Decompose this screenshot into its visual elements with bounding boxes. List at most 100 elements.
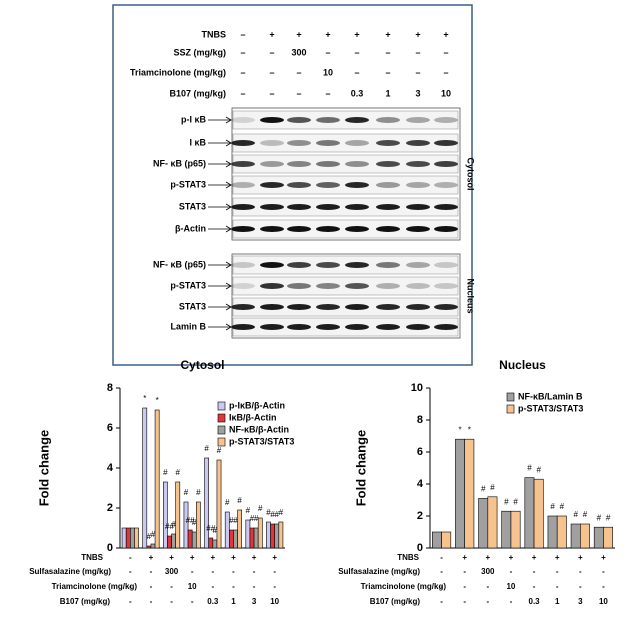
significance: ##	[186, 516, 195, 525]
band	[376, 283, 400, 289]
treatment-cell: -	[440, 567, 443, 576]
significance: #	[151, 530, 156, 539]
legend-swatch	[217, 425, 226, 435]
band	[316, 226, 340, 232]
bar	[249, 527, 255, 549]
y-tick-label: 2	[107, 502, 113, 514]
protein-label: β-Actin	[175, 223, 206, 233]
band	[406, 161, 430, 167]
treatment-cell: -	[579, 567, 582, 576]
significance: #	[279, 508, 284, 517]
band	[287, 304, 311, 310]
band	[434, 204, 458, 210]
treatment-cell: +	[415, 29, 420, 39]
bar	[266, 521, 271, 549]
treatment-cell: +	[385, 29, 390, 39]
significance: #	[147, 532, 152, 541]
band	[287, 262, 311, 268]
treatment-cell: +	[601, 553, 606, 562]
treatment-cell: -	[170, 582, 173, 591]
band	[231, 262, 255, 268]
section-label: Cytosol	[466, 157, 476, 190]
nucleus-frame	[231, 253, 461, 339]
treatment-cell: +	[149, 553, 154, 562]
band	[345, 140, 369, 146]
bar	[478, 498, 489, 549]
band	[406, 226, 430, 232]
treatment-cell: 3	[415, 88, 420, 98]
band	[406, 140, 430, 146]
treatment-label: TNBS	[202, 29, 227, 39]
treatment-cell: –	[325, 47, 330, 57]
treatment-cell: –	[240, 47, 245, 57]
protein-label: p-I κB	[181, 114, 207, 124]
bar	[603, 526, 613, 549]
bar	[183, 501, 189, 549]
treatment-cell: 3	[578, 597, 583, 606]
bar	[229, 529, 234, 549]
treatment-cell: +	[443, 29, 448, 39]
treatment-label: Sulfasalazine (mg/kg)	[29, 567, 111, 576]
band	[376, 262, 400, 268]
band	[376, 226, 400, 232]
bar	[125, 527, 131, 549]
treatment-label: B107 (mg/kg)	[169, 88, 226, 98]
legend-label: p-IκB/β-Actin	[229, 400, 285, 410]
treatment-cell: 300	[481, 567, 495, 576]
band	[345, 182, 369, 188]
band	[260, 262, 284, 268]
treatment-cell: –	[415, 47, 420, 57]
significance: #	[184, 488, 189, 497]
bar	[196, 501, 201, 549]
treatment-cell: +	[169, 553, 174, 562]
bar	[593, 526, 604, 549]
band	[231, 324, 255, 330]
significance: #	[237, 496, 242, 505]
band	[231, 226, 255, 232]
treatment-cell: +	[296, 29, 301, 39]
bar	[142, 407, 148, 549]
band	[316, 262, 340, 268]
treatment-cell: –	[443, 67, 448, 77]
treatment-cell: +	[190, 553, 195, 562]
band	[434, 182, 458, 188]
band	[316, 140, 340, 146]
treatment-cell: -	[150, 567, 153, 576]
bar	[212, 539, 218, 549]
significance: #	[573, 510, 578, 519]
band	[260, 324, 284, 330]
protein-label: NF- κB (p65)	[153, 259, 206, 269]
treatment-cell: -	[191, 597, 194, 606]
legend-label: NF-κB/β-Actin	[229, 424, 289, 434]
y-tick-label: 8	[417, 414, 423, 426]
legend-swatch	[506, 404, 515, 414]
significance: #	[270, 510, 275, 519]
treatment-cell: 10	[188, 582, 197, 591]
treatment-label: SSZ (mg/kg)	[173, 47, 226, 57]
significance: #	[192, 518, 197, 527]
band	[345, 262, 369, 268]
treatment-cell: -	[533, 567, 536, 576]
bar	[274, 523, 280, 549]
band	[260, 161, 284, 167]
treatment-cell: -	[150, 582, 153, 591]
bar	[154, 409, 160, 549]
blot-frame	[112, 4, 473, 366]
significance: *	[468, 425, 471, 434]
treatment-cell: -	[150, 597, 153, 606]
treatment-cell: 1	[231, 597, 236, 606]
band	[287, 161, 311, 167]
band	[345, 283, 369, 289]
band	[316, 283, 340, 289]
arrow-head	[225, 261, 232, 269]
significance: #	[597, 513, 602, 522]
treatment-cell: -	[440, 582, 443, 591]
significance: #	[550, 502, 555, 511]
y-tick-label: 4	[107, 462, 114, 474]
significance: ##	[165, 522, 174, 531]
band	[287, 283, 311, 289]
treatment-cell: +	[555, 553, 560, 562]
treatment-label: Triamcinolone (mg/kg)	[361, 582, 447, 591]
significance: #	[217, 446, 222, 455]
legend-label: NF-κB/Lamin B	[518, 391, 583, 401]
